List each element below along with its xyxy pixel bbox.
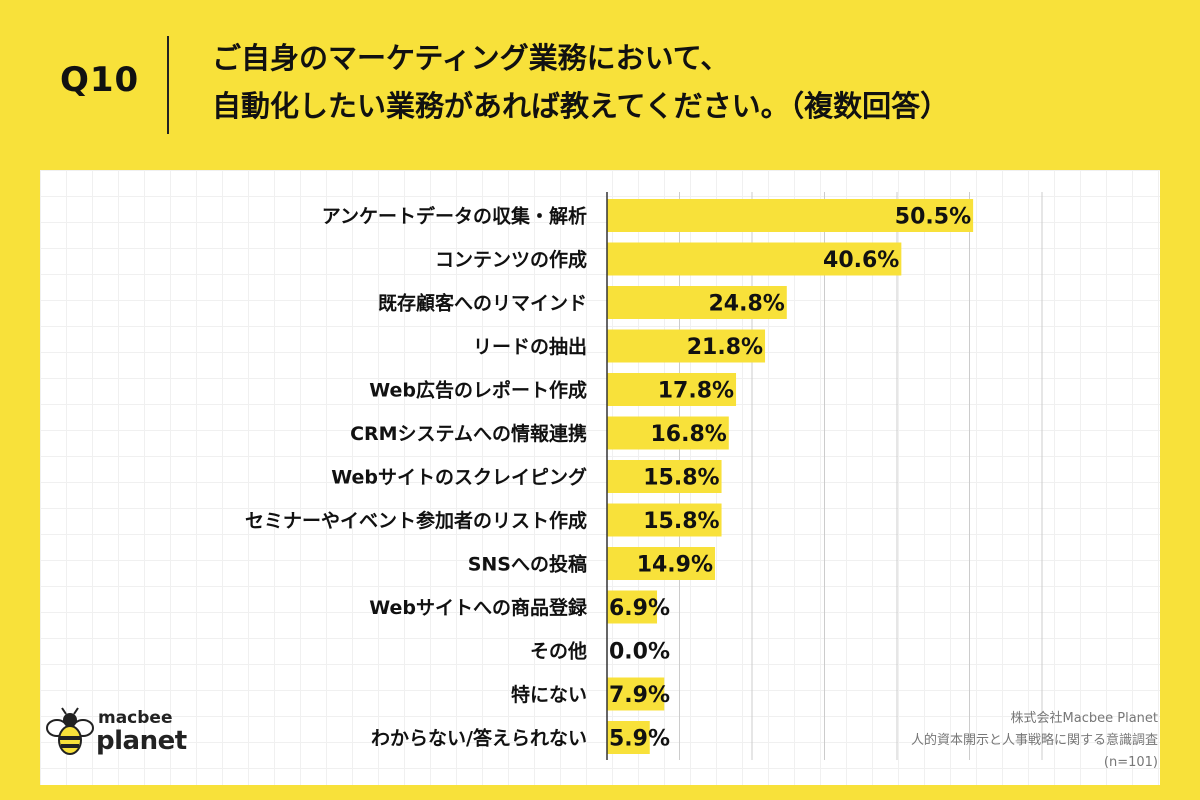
source-company: 株式会社Macbee Planet (1010, 711, 1158, 726)
bar (607, 329, 766, 363)
category-label: リードの抽出 (473, 335, 587, 358)
source-survey: 人的資本開示と人事戦略に関する意識調査 (910, 733, 1158, 748)
bar (607, 286, 787, 319)
question-line-1: ご自身のマーケティング業務において、 (212, 41, 730, 75)
source-note: 株式会社Macbee Planet 人的資本開示と人事戦略に関する意識調査 (n… (828, 708, 1158, 774)
bar (607, 503, 722, 537)
logo-text-top: macbee (98, 708, 173, 728)
category-label: コンテンツの作成 (435, 248, 587, 271)
bar (607, 590, 658, 624)
data-label: 50.5% (895, 205, 971, 230)
question-number: Q10 (60, 60, 140, 100)
data-label: 17.8% (658, 379, 734, 404)
bar (607, 242, 902, 276)
logo-text-bottom: planet (96, 726, 187, 756)
data-label: 40.6% (823, 248, 899, 273)
bar (607, 416, 729, 450)
category-label: SNSへの投稿 (468, 553, 587, 576)
bar (607, 677, 665, 711)
bee-icon (46, 707, 94, 755)
bar (607, 721, 650, 754)
data-label: 14.9% (637, 553, 713, 578)
data-label: 6.9% (609, 596, 670, 621)
data-label: 21.8% (687, 335, 763, 360)
category-label: Webサイトのスクレイピング (331, 466, 587, 489)
category-label: 特にない (511, 684, 587, 706)
data-label: 16.8% (650, 422, 726, 447)
company-logo: macbee planet (46, 706, 216, 762)
category-label: わからない/答えられない (371, 727, 587, 750)
category-label: 既存顧客へのリマインド (378, 292, 587, 315)
bar (607, 547, 716, 580)
source-sample: (n=101) (1103, 755, 1158, 770)
bar-chart: アンケートデータの収集・解析 50.5% コンテンツの作成 40.6% 既存顧客へのリマ… (245, 192, 1043, 760)
bar (607, 460, 722, 493)
question-line-2: 自動化したい業務があれば教えてください。（複数回答） (212, 89, 950, 123)
category-label: アンケートデータの収集・解析 (322, 205, 587, 228)
data-label: 0.0% (609, 640, 670, 665)
category-label: セミナーやイベント参加者のリスト作成 (245, 509, 587, 532)
data-label: 7.9% (609, 683, 670, 708)
data-label: 15.8% (643, 466, 719, 491)
category-label: CRMシステムへの情報連携 (350, 422, 587, 445)
question-divider (167, 36, 169, 134)
bar (607, 373, 737, 406)
category-label: Webサイトへの商品登録 (369, 596, 588, 619)
chart-panel: アンケートデータの収集・解析 50.5% コンテンツの作成 40.6% 既存顧客へのリマ… (40, 170, 1160, 785)
data-label: 15.8% (643, 509, 719, 534)
header: Q10 ご自身のマーケティング業務において、 自動化したい業務があれば教えてくだ… (0, 0, 1200, 165)
question-text: ご自身のマーケティング業務において、 自動化したい業務があれば教えてください。（… (212, 34, 1172, 130)
category-label: Web広告のレポート作成 (369, 379, 587, 402)
data-label: 5.9% (609, 727, 670, 752)
data-label: 24.8% (708, 292, 784, 317)
bar (607, 199, 974, 232)
category-label: その他 (530, 640, 587, 663)
